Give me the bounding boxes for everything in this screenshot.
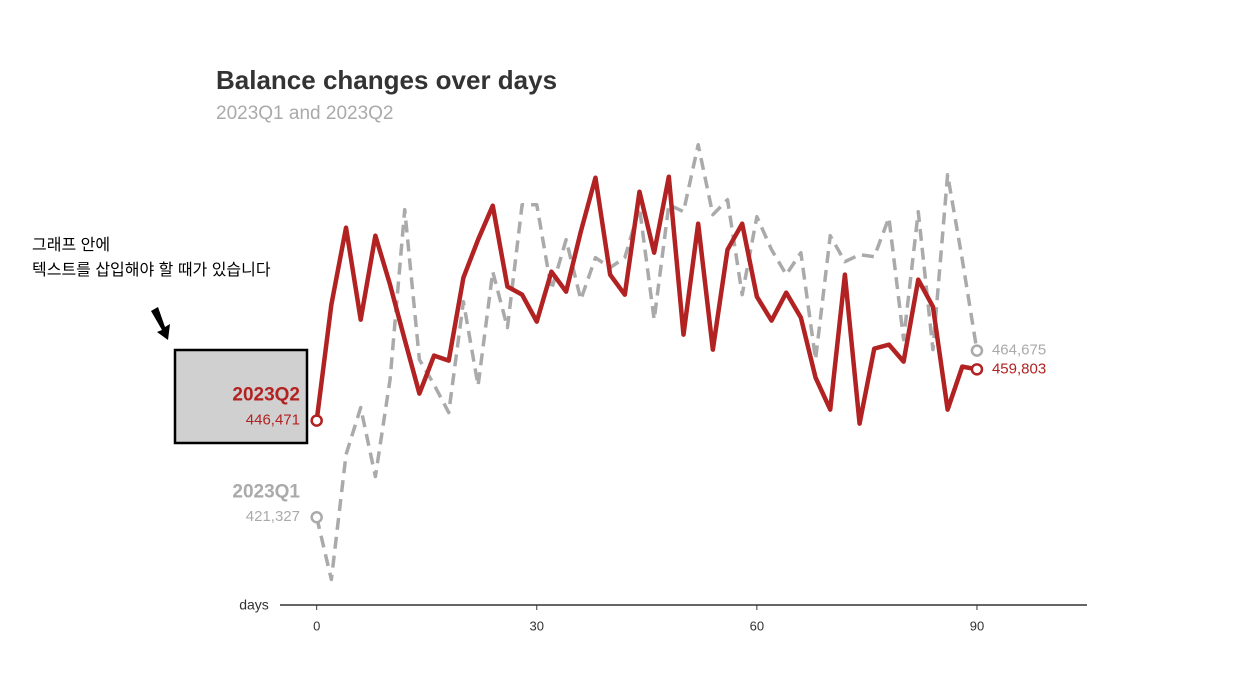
annotation: 그래프 안에: [32, 236, 110, 254]
series-name: 2023Q2: [232, 385, 300, 406]
endpoint: [970, 363, 984, 376]
annotation: 텍스트를 삽입해야 할 때가 있습니다: [32, 261, 271, 279]
x-tick-label: 60: [750, 618, 764, 633]
endpoint: [310, 510, 323, 524]
x-tick-label: 0: [313, 618, 320, 633]
line-solid: [314, 174, 978, 426]
start-label: 421,327: [246, 508, 300, 525]
x-axis-label: days: [239, 597, 269, 613]
line-dashed: [314, 142, 979, 582]
end-label: 464,675: [992, 342, 1046, 359]
arrow: [151, 307, 170, 340]
x-tick-label: 90: [970, 618, 984, 633]
x-tick-label: 30: [530, 618, 544, 633]
chart-subtitle: 2023Q1 and 2023Q2: [216, 103, 394, 124]
highlight-box: [173, 348, 309, 445]
start-label: 446,471: [246, 412, 300, 429]
endpoint: [970, 344, 984, 357]
series-name: 2023Q1: [232, 481, 300, 502]
endpoint: [310, 414, 323, 427]
chart-title: Balance changes over days: [216, 65, 557, 95]
end-label: 459,803: [992, 360, 1046, 377]
